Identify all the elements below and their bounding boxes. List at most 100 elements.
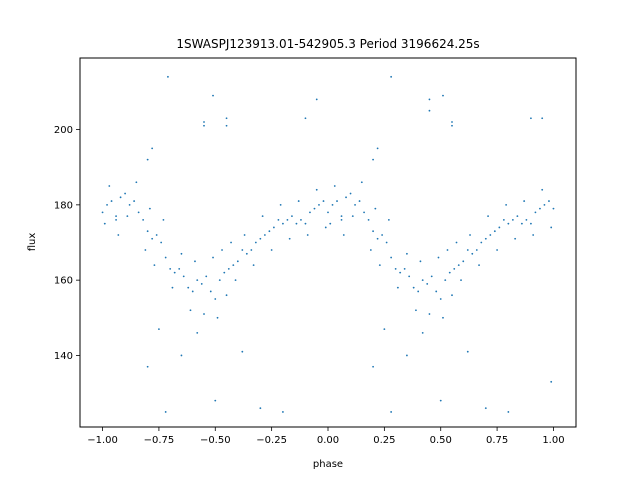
- data-point: [300, 219, 302, 221]
- data-point: [277, 219, 280, 221]
- data-point: [541, 188, 544, 191]
- data-point: [471, 252, 474, 255]
- data-point: [108, 185, 111, 187]
- data-point: [245, 252, 248, 255]
- data-point: [133, 200, 136, 202]
- data-point: [101, 211, 104, 214]
- data-point: [167, 75, 169, 78]
- data-point: [396, 286, 399, 289]
- data-point: [478, 264, 480, 266]
- data-point: [315, 98, 318, 101]
- data-point: [435, 290, 438, 293]
- data-point: [460, 279, 462, 282]
- data-point: [329, 222, 332, 225]
- data-point: [372, 158, 374, 161]
- data-point: [146, 230, 149, 233]
- data-point: [331, 203, 334, 206]
- data-point: [232, 264, 235, 266]
- data-point: [189, 309, 192, 312]
- data-point: [169, 267, 172, 270]
- data-point: [252, 264, 255, 266]
- data-point: [532, 234, 535, 236]
- data-point: [196, 279, 199, 282]
- x-axis: −1.00 −0.75 −0.50 −0.25 0.00 0.25 0.50 0.75 1.00: [87, 427, 565, 446]
- data-point: [182, 275, 185, 278]
- data-point: [146, 158, 149, 161]
- data-point: [408, 275, 411, 278]
- data-point: [115, 219, 117, 221]
- data-point: [369, 249, 372, 251]
- data-point: [390, 411, 393, 413]
- data-point: [376, 237, 379, 240]
- data-point: [530, 117, 532, 120]
- data-point: [318, 203, 320, 206]
- data-point: [203, 313, 205, 315]
- data-point: [297, 200, 300, 202]
- data-point: [286, 219, 289, 221]
- data-point: [221, 249, 223, 251]
- data-point: [178, 267, 181, 270]
- data-point: [507, 222, 510, 225]
- data-point: [180, 354, 183, 357]
- data-point: [516, 215, 519, 218]
- y-tick-label: 140: [54, 351, 73, 362]
- data-point: [261, 215, 264, 218]
- data-point: [243, 234, 246, 236]
- data-point: [428, 98, 431, 101]
- data-point: [367, 219, 370, 221]
- data-point: [534, 211, 537, 214]
- y-axis-label: flux: [27, 233, 38, 252]
- data-point: [462, 260, 465, 263]
- data-point: [550, 226, 553, 229]
- x-tick-label: 0.00: [317, 435, 339, 446]
- data-point: [363, 211, 365, 214]
- data-point: [484, 407, 487, 410]
- data-points: [101, 75, 555, 413]
- data-point: [324, 226, 327, 229]
- data-point: [496, 249, 498, 251]
- data-point: [354, 203, 356, 206]
- data-point: [507, 411, 510, 413]
- x-tick-label: −0.25: [256, 435, 287, 446]
- data-point: [212, 94, 214, 97]
- data-point: [191, 290, 194, 293]
- data-point: [309, 211, 311, 214]
- data-point: [155, 234, 158, 236]
- plot-area: [80, 58, 576, 427]
- data-point: [259, 237, 262, 240]
- x-tick-label: 0.25: [373, 435, 395, 446]
- data-point: [282, 222, 284, 225]
- data-point: [520, 222, 523, 225]
- x-tick-label: −0.75: [144, 435, 175, 446]
- data-point: [234, 279, 237, 282]
- y-tick-label: 160: [54, 276, 73, 287]
- data-point: [446, 249, 449, 251]
- data-point: [241, 249, 244, 251]
- data-point: [360, 181, 363, 184]
- data-point: [315, 188, 318, 191]
- x-tick-label: 1.00: [542, 435, 564, 446]
- data-point: [153, 264, 156, 266]
- data-point: [439, 298, 442, 300]
- data-point: [322, 200, 325, 202]
- data-point: [406, 354, 408, 357]
- data-point: [263, 234, 266, 236]
- data-point: [399, 271, 402, 274]
- data-point: [306, 234, 309, 236]
- data-point: [148, 207, 151, 210]
- data-point: [103, 222, 106, 225]
- data-point: [421, 331, 424, 334]
- data-point: [223, 271, 226, 274]
- data-point: [272, 226, 275, 229]
- x-tick-label: 0.50: [430, 435, 452, 446]
- data-point: [444, 279, 447, 282]
- data-point: [475, 249, 478, 251]
- data-point: [383, 328, 386, 330]
- x-tick-label: −0.50: [200, 435, 231, 446]
- data-point: [381, 234, 384, 236]
- data-point: [327, 211, 329, 214]
- data-point: [489, 234, 492, 236]
- data-point: [313, 207, 316, 210]
- data-point: [406, 252, 408, 255]
